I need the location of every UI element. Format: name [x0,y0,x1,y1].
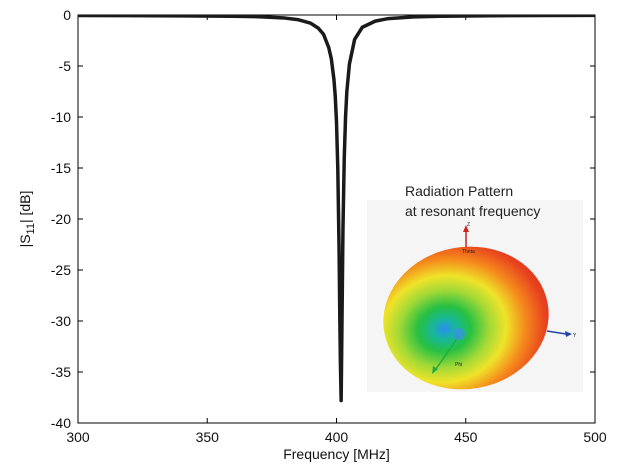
y-axis-title: |S11| [dB] [17,191,37,248]
y-tick-label: -30 [51,313,71,329]
radiation-lobe [383,246,549,390]
x-axis-arrow [435,335,460,370]
inset-title-line1: Radiation Pattern [405,183,513,199]
y-axis-arrow [546,330,567,335]
x-tick-label: 350 [196,429,220,445]
y-tick-label: 0 [63,7,71,23]
y-tick-label: -35 [51,364,71,380]
x-tick-label: 400 [325,429,349,445]
x-axis-ticks: 300 350 400 450 500 [66,15,607,445]
x-axis-title: Frequency [MHz] [283,446,390,462]
x-tick-label: 500 [583,429,607,445]
phi-label: Phi [455,362,462,368]
s11-series-line [78,15,595,403]
z-axis-label: Z [467,222,470,228]
y-arrowhead-icon [565,331,572,337]
x-tick-label: 450 [454,429,478,445]
theta-label: Theta [462,249,475,255]
inset-title-line2: at resonant frequency [405,203,540,219]
y-tick-label: -20 [51,211,71,227]
y-tick-label: -5 [59,58,72,74]
radiation-pattern-inset: Radiation Pattern at resonant frequency … [367,183,583,392]
y-tick-label: -40 [51,415,71,431]
origin-marker [453,328,465,340]
y-axis-label: Y [573,333,577,339]
x-tick-label: 300 [66,429,90,445]
z-arrowhead-icon [463,225,469,232]
y-tick-label: -25 [51,262,71,278]
x-arrowhead-icon [432,366,438,374]
y-tick-label: -15 [51,160,71,176]
y-tick-label: -10 [51,109,71,125]
